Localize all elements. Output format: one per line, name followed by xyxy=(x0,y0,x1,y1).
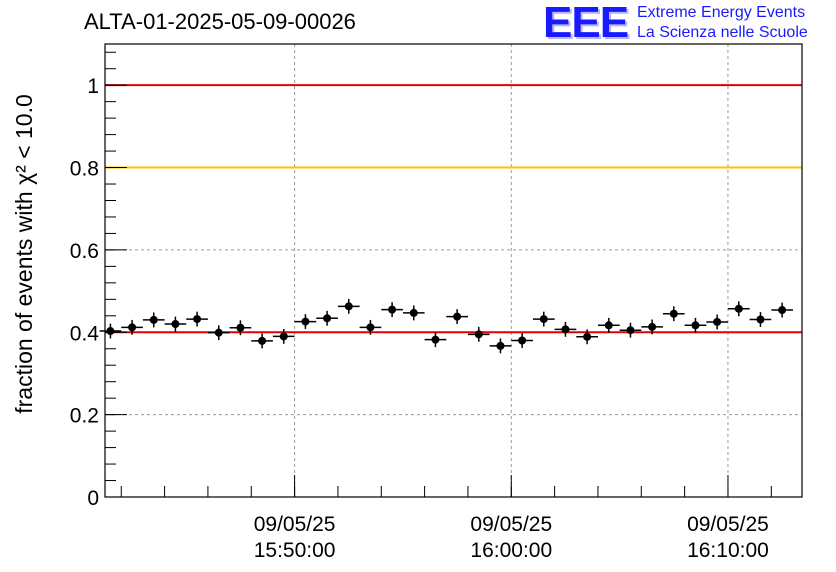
eee-logo: EEE Extreme Energy Events La Scienza nel… xyxy=(543,0,833,47)
y-tick-label: 0.2 xyxy=(70,405,99,428)
data-point xyxy=(619,322,642,338)
point-marker xyxy=(279,332,288,341)
eee-logo-mark: EEE xyxy=(543,0,629,47)
grid-layer xyxy=(105,44,802,497)
point-marker xyxy=(583,332,592,341)
point-marker xyxy=(193,315,202,324)
point-marker xyxy=(496,341,505,350)
point-marker xyxy=(713,317,722,326)
data-point xyxy=(229,320,252,336)
data-point xyxy=(402,305,425,321)
data-point xyxy=(121,319,143,335)
data-point xyxy=(272,328,295,344)
point-marker xyxy=(648,322,657,331)
point-marker xyxy=(626,326,635,335)
data-point xyxy=(511,333,533,348)
y-tick-label: 0.8 xyxy=(70,158,99,181)
data-point xyxy=(684,317,707,333)
point-marker xyxy=(344,302,353,311)
y-tick-label: 0 xyxy=(87,487,99,510)
x-tick-label-time: 15:50:00 xyxy=(254,539,336,562)
point-marker xyxy=(691,321,700,330)
data-point xyxy=(706,314,728,330)
point-marker xyxy=(756,315,765,324)
x-tick-label-date: 09/05/25 xyxy=(470,513,552,536)
point-marker xyxy=(669,309,678,318)
y-tick-label: 1 xyxy=(87,75,99,98)
data-point xyxy=(662,306,685,322)
data-point xyxy=(164,316,187,332)
data-point xyxy=(251,333,273,349)
y-tick-label: 0.6 xyxy=(70,240,99,263)
data-point xyxy=(771,302,793,318)
point-marker xyxy=(323,314,332,323)
data-point xyxy=(424,332,447,348)
point-marker xyxy=(258,336,267,345)
y-tick-label: 0.4 xyxy=(70,322,100,345)
point-marker xyxy=(409,308,418,317)
point-marker xyxy=(604,321,613,330)
data-point xyxy=(597,317,620,333)
data-point xyxy=(749,312,772,327)
logo-line-1: Extreme Energy Events xyxy=(637,4,806,21)
data-point xyxy=(446,309,468,325)
data-point xyxy=(532,311,555,327)
y-axis-label: fraction of events with χ² < 10.0 xyxy=(11,94,37,414)
data-point xyxy=(727,301,750,317)
data-point xyxy=(316,310,338,326)
point-marker xyxy=(518,336,527,345)
point-marker xyxy=(388,305,397,314)
point-marker xyxy=(734,304,743,313)
axis-ticks: 0 0.2 0.4 0.6 0.8 1 09/05/25 15:50:00 09/05/25 16… xyxy=(70,51,772,562)
data-point xyxy=(489,338,512,354)
point-marker xyxy=(561,325,570,334)
data-point xyxy=(641,319,663,335)
data-point xyxy=(207,325,230,341)
point-marker xyxy=(214,328,223,337)
point-marker xyxy=(778,306,787,315)
x-tick-label-date: 09/05/25 xyxy=(254,513,336,536)
data-point xyxy=(99,323,122,339)
plot-frame xyxy=(104,43,803,498)
point-marker xyxy=(366,323,375,332)
chart-title: ALTA-01-2025-05-09-00026 xyxy=(84,9,356,34)
data-point xyxy=(142,312,165,328)
point-marker xyxy=(149,315,158,324)
data-point xyxy=(359,319,382,335)
data-point xyxy=(381,302,403,318)
point-marker xyxy=(171,320,180,329)
x-tick-label-time: 16:10:00 xyxy=(687,539,769,562)
data-point xyxy=(186,311,208,327)
data-point xyxy=(337,298,360,314)
logo-line-2: La Scienza nelle Scuole xyxy=(637,24,808,41)
data-point xyxy=(294,314,317,329)
x-tick-label-time: 16:00:00 xyxy=(470,539,552,562)
data-point xyxy=(576,329,598,345)
reference-lines xyxy=(105,84,802,334)
data-point xyxy=(554,321,577,337)
point-marker xyxy=(539,315,548,324)
point-marker xyxy=(453,312,462,321)
point-marker xyxy=(301,317,310,326)
x-tick-label-date: 09/05/25 xyxy=(687,513,769,536)
point-marker xyxy=(236,323,245,332)
point-marker xyxy=(106,327,115,336)
point-marker xyxy=(474,330,483,339)
data-point xyxy=(467,326,490,342)
data-points xyxy=(99,298,793,354)
point-marker xyxy=(431,335,440,344)
point-marker xyxy=(128,323,137,332)
